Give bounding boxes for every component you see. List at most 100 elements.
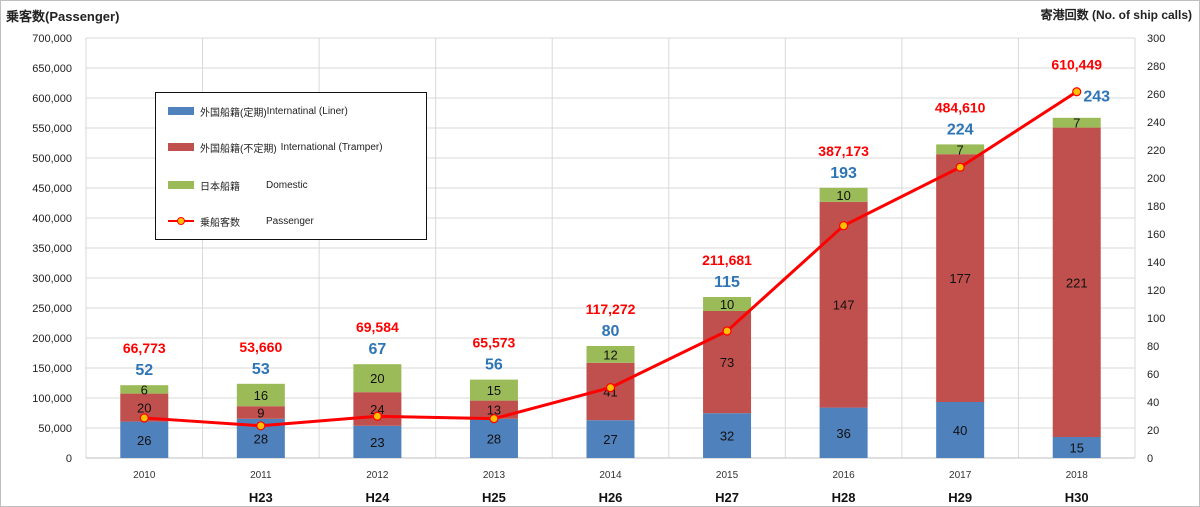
legend-item-tramper: 外国船籍(不定期) International (Tramper) xyxy=(168,139,383,155)
y-tick-label: 250,000 xyxy=(32,303,72,315)
bar-label-liner: 36 xyxy=(836,426,850,441)
y2-tick-label: 280 xyxy=(1147,61,1165,73)
legend: 外国船籍(定期) Internatinal (Liner) 外国船籍(不定期) … xyxy=(155,92,427,240)
bar-segment-domestic xyxy=(236,383,285,407)
x-tick-era: H23 xyxy=(249,490,273,505)
bar-label-tramper: 20 xyxy=(137,401,151,416)
legend-label-passenger-en: Passenger xyxy=(266,215,314,227)
legend-label-tramper-en: International (Tramper) xyxy=(280,141,383,153)
bar-label-liner: 40 xyxy=(953,423,967,438)
ship-call-total-label: 56 xyxy=(485,357,503,374)
x-tick-era: H29 xyxy=(948,490,972,505)
bar-segment-tramper xyxy=(819,201,868,408)
bar-segment-tramper xyxy=(1052,127,1101,437)
ship-call-total-label: 224 xyxy=(947,121,974,138)
ship-call-total-label: 52 xyxy=(135,362,153,379)
passenger-value-label: 69,584 xyxy=(356,319,399,335)
ship-call-total-label: 53 xyxy=(252,361,270,378)
bar-label-tramper: 9 xyxy=(257,406,264,421)
x-tick-year: 2012 xyxy=(366,470,389,481)
y-tick-label: 500,000 xyxy=(32,153,72,165)
ship-call-total-label: 67 xyxy=(368,341,386,358)
bar-segment-liner xyxy=(353,425,402,458)
y2-tick-label: 0 xyxy=(1147,453,1153,465)
y-tick-label: 650,000 xyxy=(32,63,72,75)
bar-label-domestic: 16 xyxy=(254,388,268,403)
bar-segment-liner xyxy=(586,420,635,458)
x-tick-era: H28 xyxy=(832,490,856,505)
passenger-point xyxy=(722,326,732,336)
passenger-point xyxy=(1072,87,1082,97)
passenger-value-label: 484,610 xyxy=(935,99,986,115)
passenger-point xyxy=(139,413,149,423)
bar-segment-domestic xyxy=(936,144,985,155)
passenger-point xyxy=(955,162,965,172)
bar-label-tramper: 177 xyxy=(949,271,971,286)
bar-segment-liner xyxy=(936,402,985,458)
bar-segment-liner xyxy=(469,418,518,458)
bar-label-tramper: 147 xyxy=(833,298,855,313)
y-tick-label: 100,000 xyxy=(32,393,72,405)
bar-segment-domestic xyxy=(703,297,752,311)
y-axis-label-left: 乗客数(Passenger) xyxy=(6,9,120,24)
y2-tick-label: 220 xyxy=(1147,145,1165,157)
bar-label-domestic: 15 xyxy=(487,383,501,398)
legend-label-liner-jp: 外国船籍(定期) xyxy=(200,107,267,119)
x-tick-era: H24 xyxy=(365,490,390,505)
passenger-point xyxy=(372,411,382,421)
x-tick-era: H27 xyxy=(715,490,739,505)
bar-segment-domestic xyxy=(586,346,635,363)
passenger-value-label: 53,660 xyxy=(239,339,282,355)
y2-tick-label: 260 xyxy=(1147,89,1165,101)
legend-swatch-tramper xyxy=(168,143,194,151)
bar-label-liner: 26 xyxy=(137,433,151,448)
bar-label-liner: 32 xyxy=(720,429,734,444)
x-tick-year: 2014 xyxy=(599,470,622,481)
legend-label-liner-en: Internatinal (Liner) xyxy=(266,105,348,117)
y-tick-label: 350,000 xyxy=(32,243,72,255)
y-tick-label: 300,000 xyxy=(32,273,72,285)
x-tick-year: 2018 xyxy=(1066,470,1089,481)
y2-tick-label: 40 xyxy=(1147,397,1159,409)
passenger-value-label: 610,449 xyxy=(1051,57,1102,73)
ship-call-total-label: 115 xyxy=(714,274,740,291)
legend-label-tramper-jp: 外国船籍(不定期) xyxy=(200,143,277,155)
bar-segment-tramper xyxy=(936,154,985,402)
y-axis-label-right: 寄港回数 (No. of ship calls) xyxy=(1040,8,1192,22)
x-tick-year: 2010 xyxy=(133,470,156,481)
legend-item-domestic: 日本船籍 Domestic xyxy=(168,177,308,193)
y2-tick-label: 300 xyxy=(1147,33,1165,45)
y-tick-label: 150,000 xyxy=(32,363,72,375)
x-tick-year: 2015 xyxy=(716,470,739,481)
y-tick-label: 450,000 xyxy=(32,183,72,195)
x-tick-era: H30 xyxy=(1065,490,1089,505)
y2-tick-label: 80 xyxy=(1147,341,1159,353)
y-tick-label: 700,000 xyxy=(32,33,72,45)
legend-label-passenger-jp: 乗船客数 xyxy=(200,217,240,229)
ship-call-total-label: 243 xyxy=(1083,89,1110,106)
bar-label-domestic: 12 xyxy=(603,347,617,362)
bar-label-tramper: 221 xyxy=(1066,275,1088,290)
bar-segment-liner xyxy=(1052,437,1101,458)
legend-item-passenger: 乗船客数 Passenger xyxy=(168,213,314,229)
bar-label-tramper: 24 xyxy=(370,402,384,417)
x-tick-year: 2011 xyxy=(250,470,272,481)
legend-item-liner: 外国船籍(定期) Internatinal (Liner) xyxy=(168,103,348,119)
y-tick-label: 0 xyxy=(66,453,72,465)
bar-segment-domestic xyxy=(1052,117,1101,128)
y2-tick-label: 240 xyxy=(1147,117,1165,129)
bar-label-liner: 27 xyxy=(603,432,617,447)
ship-call-total-label: 80 xyxy=(602,323,620,340)
bar-label-domestic: 6 xyxy=(141,382,148,397)
ship-call-total-label: 193 xyxy=(830,165,857,182)
bar-label-domestic: 20 xyxy=(370,371,384,386)
bar-label-tramper: 13 xyxy=(487,403,501,418)
passenger-point xyxy=(256,421,266,431)
y2-tick-label: 60 xyxy=(1147,369,1159,381)
legend-label-domestic-en: Domestic xyxy=(266,179,308,191)
y2-tick-label: 20 xyxy=(1147,425,1159,437)
bar-label-tramper: 73 xyxy=(720,355,734,370)
y-tick-label: 200,000 xyxy=(32,333,72,345)
passenger-point xyxy=(605,383,616,393)
